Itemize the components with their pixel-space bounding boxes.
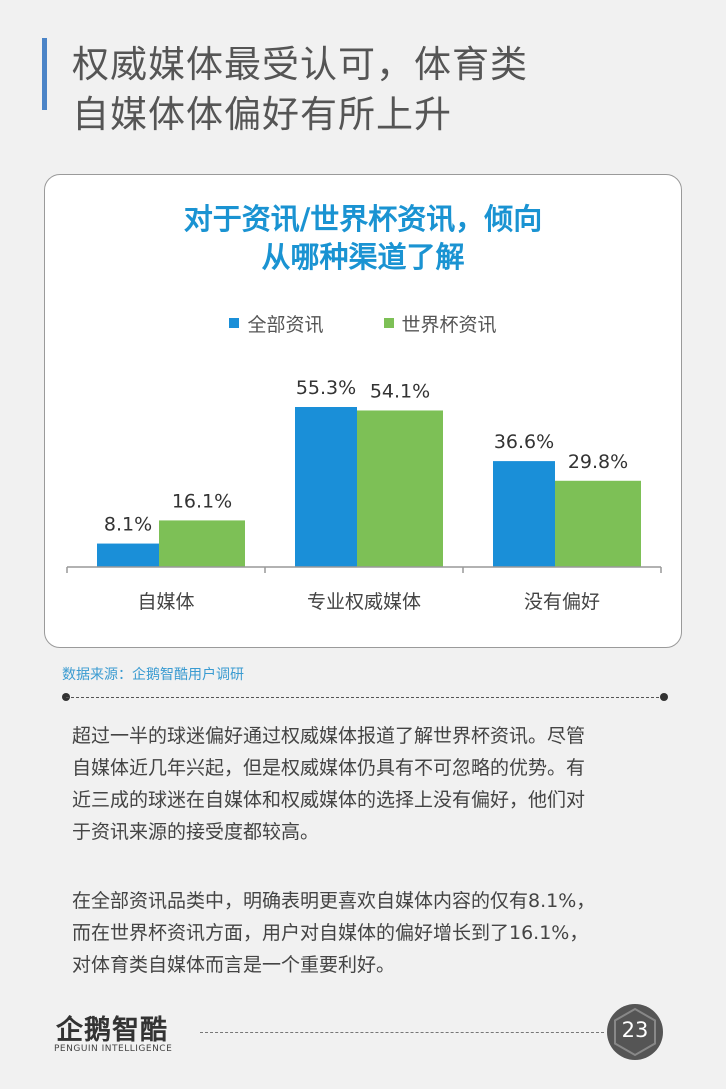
paragraph-1: 超过一半的球迷偏好通过权威媒体报道了解世界杯资讯。尽管 自媒体近几年兴起，但是权… [72, 720, 672, 848]
data-label: 36.6% [494, 431, 554, 453]
chart-legend: 全部资讯 世界杯资讯 [45, 310, 681, 336]
bar [555, 480, 641, 567]
data-source: 数据来源：企鹅智酷用户调研 [62, 667, 244, 683]
page-number-hexagon-icon [607, 1004, 663, 1060]
data-label: 8.1% [104, 514, 152, 536]
page-title-line1: 权威媒体最受认可，体育类 [72, 43, 528, 86]
paragraph-2-line: 对体育类自媒体而言是一个重要利好。 [72, 954, 396, 976]
data-label: 29.8% [568, 451, 628, 473]
chart-card: 对于资讯/世界杯资讯，倾向 从哪种渠道了解 全部资讯 世界杯资讯 8.1% 16.… [44, 174, 682, 648]
bar [357, 410, 443, 567]
bar [97, 543, 159, 567]
legend-swatch-all [229, 318, 240, 328]
chart-title-line2: 从哪种渠道了解 [261, 240, 465, 274]
paragraph-1-line: 近三成的球迷在自媒体和权威媒体的选择上没有偏好，他们对 [72, 789, 586, 811]
bar [159, 520, 245, 567]
legend-item-worldcup: 世界杯资讯 [383, 310, 497, 336]
paragraph-1-line: 于资讯来源的接受度都较高。 [72, 821, 320, 843]
legend-item-all: 全部资讯 [229, 310, 324, 336]
title-accent-bar [42, 38, 47, 110]
penguin-logo: 企鹅智酷 PENGUIN INTELLIGENCE [54, 1004, 204, 1060]
page-number-badge: 23 [606, 1003, 664, 1061]
bar [493, 461, 555, 567]
category-label: 自媒体 [137, 591, 194, 613]
divider-dot-right [660, 693, 668, 701]
category-label: 没有偏好 [524, 591, 600, 613]
chart-title: 对于资讯/世界杯资讯，倾向 从哪种渠道了解 [45, 200, 681, 276]
logo-text: 企鹅智酷 [56, 1015, 168, 1046]
data-label: 16.1% [172, 490, 232, 512]
paragraph-2: 在全部资讯品类中，明确表明更喜欢自媒体内容的仅有8.1%， 而在世界杯资讯方面，… [72, 885, 672, 981]
paragraph-2-line: 在全部资讯品类中，明确表明更喜欢自媒体内容的仅有8.1%， [72, 890, 596, 912]
legend-swatch-worldcup [383, 318, 394, 328]
divider-line [66, 697, 664, 698]
page-title: 权威媒体最受认可，体育类 自媒体体偏好有所上升 [72, 40, 712, 140]
chart-title-line1: 对于资讯/世界杯资讯，倾向 [183, 202, 543, 236]
legend-label-all: 全部资讯 [247, 313, 324, 336]
category-label: 专业权威媒体 [307, 591, 421, 613]
paragraph-1-line: 超过一半的球迷偏好通过权威媒体报道了解世界杯资讯。尽管 [72, 725, 586, 747]
paragraph-1-line: 自媒体近几年兴起，但是权威媒体仍具有不可忽略的优势。有 [72, 757, 586, 779]
data-label: 54.1% [370, 380, 430, 402]
paragraph-2-line: 而在世界杯资讯方面，用户对自媒体的偏好增长到了16.1%， [72, 922, 589, 944]
legend-label-worldcup: 世界杯资讯 [401, 313, 497, 336]
logo-subtitle: PENGUIN INTELLIGENCE [54, 1044, 173, 1054]
page-number: 23 [621, 1018, 649, 1042]
bar [295, 407, 357, 567]
footer-divider [200, 1032, 604, 1033]
bar-chart: 8.1% 16.1% 自媒体 55.3% 54.1% 专业权威媒体 36.6% 29.8% 没有… [66, 377, 662, 613]
page-title-line2: 自媒体体偏好有所上升 [72, 93, 452, 136]
data-label: 55.3% [296, 377, 356, 399]
